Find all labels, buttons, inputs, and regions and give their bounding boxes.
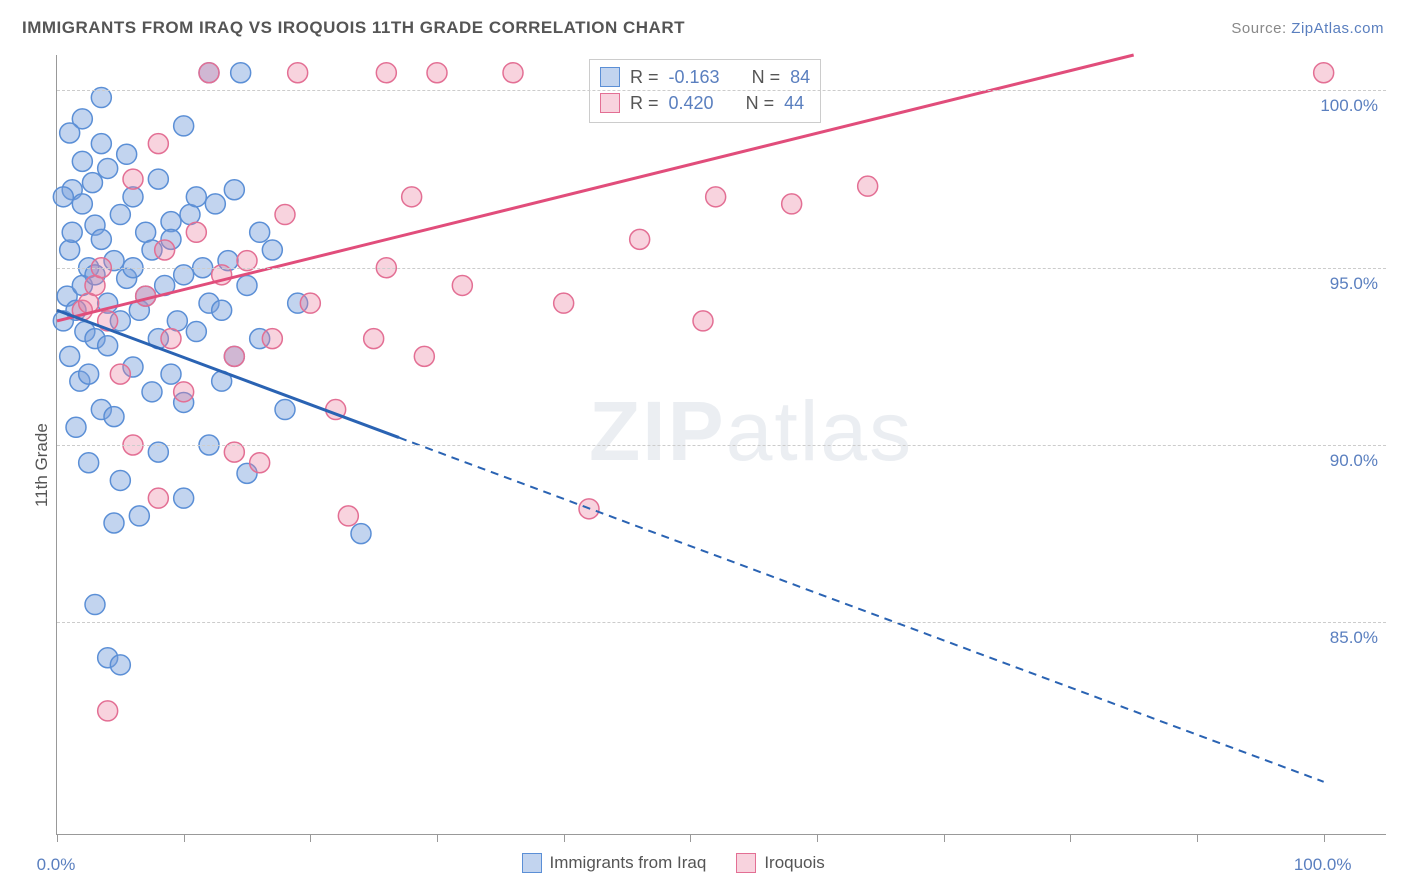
x-tick (1070, 834, 1071, 842)
chart-title: IMMIGRANTS FROM IRAQ VS IROQUOIS 11TH GR… (22, 18, 685, 38)
y-tick-label: 90.0% (1330, 451, 1378, 471)
source: Source: ZipAtlas.com (1231, 20, 1384, 37)
gridline (57, 90, 1386, 91)
x-tick (564, 834, 565, 842)
x-tick (944, 834, 945, 842)
gridline (57, 622, 1386, 623)
legend-item: Immigrants from Iraq (522, 853, 707, 873)
r-label: R = (630, 90, 659, 116)
x-tick-label: 0.0% (37, 855, 76, 875)
x-tick (57, 834, 58, 842)
n-label: N = (746, 90, 775, 116)
x-tick (184, 834, 185, 842)
y-tick-label: 85.0% (1330, 628, 1378, 648)
legend-swatch (600, 67, 620, 87)
watermark-bold: ZIP (589, 384, 726, 478)
x-tick (690, 834, 691, 842)
y-axis-label: 11th Grade (32, 424, 52, 508)
r-value: -0.163 (669, 64, 720, 90)
x-tick-label: 100.0% (1294, 855, 1352, 875)
gridline (57, 445, 1386, 446)
watermark-light: atlas (726, 384, 913, 478)
plot-area: ZIPatlas R = -0.163 N = 84 R = 0.420 N =… (56, 55, 1386, 835)
legend-item: Iroquois (736, 853, 824, 873)
x-tick (437, 834, 438, 842)
watermark: ZIPatlas (589, 383, 913, 480)
legend-label: Iroquois (764, 853, 824, 873)
legend-swatch (600, 93, 620, 113)
legend-swatch (736, 853, 756, 873)
y-tick-label: 95.0% (1330, 274, 1378, 294)
gridline (57, 268, 1386, 269)
legend-label: Immigrants from Iraq (550, 853, 707, 873)
x-tick (1324, 834, 1325, 842)
legend-series: Immigrants from Iraq Iroquois (522, 853, 825, 873)
r-value: 0.420 (669, 90, 714, 116)
legend-row: R = -0.163 N = 84 (600, 64, 810, 90)
source-label: Source: (1231, 20, 1286, 37)
x-tick (1197, 834, 1198, 842)
x-tick (817, 834, 818, 842)
x-tick (310, 834, 311, 842)
n-label: N = (752, 64, 781, 90)
legend-row: R = 0.420 N = 44 (600, 90, 810, 116)
y-tick-label: 100.0% (1320, 96, 1378, 116)
source-link[interactable]: ZipAtlas.com (1291, 20, 1384, 37)
r-label: R = (630, 64, 659, 90)
n-value: 84 (790, 64, 810, 90)
legend-swatch (522, 853, 542, 873)
n-value: 44 (784, 90, 804, 116)
